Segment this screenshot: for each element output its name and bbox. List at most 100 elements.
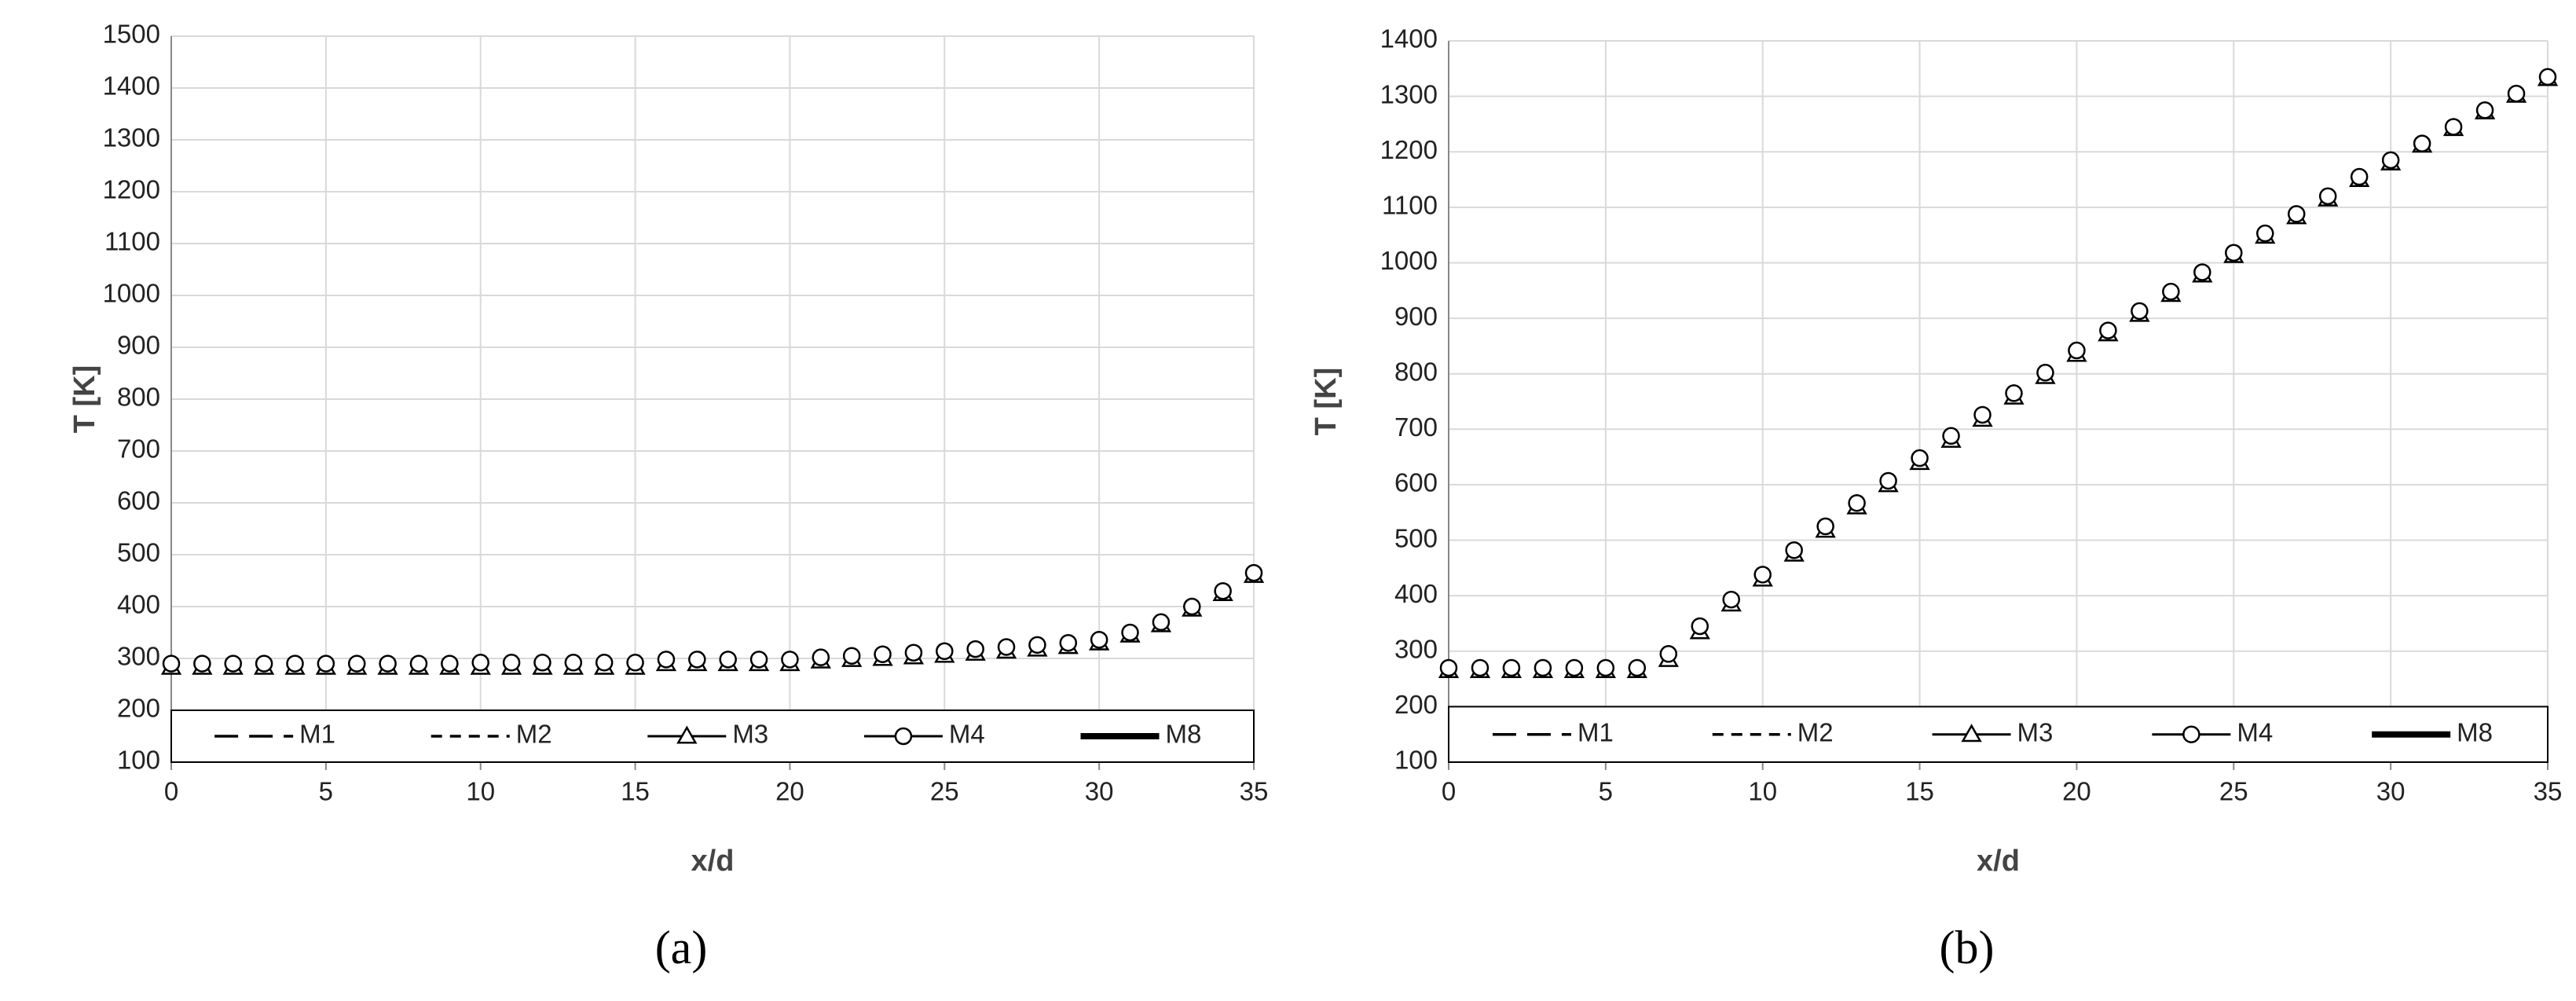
x-tick-label: 5 bbox=[319, 777, 333, 806]
marker bbox=[997, 638, 1016, 656]
marker bbox=[286, 654, 304, 673]
marker bbox=[1722, 590, 1740, 609]
y-tick-label: 600 bbox=[117, 486, 160, 515]
legend-marker bbox=[676, 725, 698, 744]
y-tick-label: 800 bbox=[1394, 357, 1438, 386]
x-tick-label: 20 bbox=[2062, 777, 2091, 806]
marker bbox=[812, 648, 830, 666]
marker bbox=[874, 645, 892, 663]
legend-label: M1 bbox=[299, 720, 335, 749]
legend-label: M4 bbox=[949, 720, 985, 749]
legend-label: M2 bbox=[1797, 717, 1834, 746]
marker bbox=[193, 654, 211, 673]
marker bbox=[441, 654, 459, 673]
legend-label: M4 bbox=[2237, 717, 2273, 746]
marker bbox=[1502, 658, 1521, 677]
x-tick-label: 25 bbox=[930, 777, 959, 806]
y-tick-label: 1200 bbox=[1380, 135, 1438, 164]
y-axis-title: T [K] bbox=[1310, 368, 1343, 436]
x-tick-label: 15 bbox=[621, 777, 650, 806]
y-tick-label: 1300 bbox=[1380, 79, 1438, 108]
marker bbox=[409, 654, 428, 673]
marker bbox=[1659, 645, 1678, 663]
marker bbox=[2444, 118, 2463, 136]
marker bbox=[1785, 541, 1803, 559]
x-tick-label: 10 bbox=[466, 777, 495, 806]
x-tick-label: 30 bbox=[2376, 777, 2406, 806]
caption: (b) bbox=[1940, 922, 1995, 974]
y-tick-label: 500 bbox=[117, 538, 160, 567]
y-tick-label: 1400 bbox=[1380, 24, 1438, 53]
marker bbox=[842, 647, 861, 665]
y-tick-label: 1300 bbox=[103, 123, 160, 152]
y-tick-label: 900 bbox=[1394, 302, 1438, 331]
marker bbox=[1439, 658, 1458, 677]
marker bbox=[471, 654, 489, 672]
marker bbox=[1942, 427, 1960, 446]
marker bbox=[564, 654, 583, 672]
x-tick-label: 5 bbox=[1599, 777, 1613, 806]
y-tick-label: 1100 bbox=[1382, 191, 1438, 220]
marker bbox=[1183, 597, 1201, 616]
y-tick-label: 600 bbox=[1394, 468, 1438, 497]
marker bbox=[749, 651, 768, 669]
marker bbox=[2287, 205, 2306, 223]
y-tick-label: 1500 bbox=[103, 20, 160, 49]
y-tick-label: 1000 bbox=[1380, 246, 1438, 275]
y-tick-label: 700 bbox=[1394, 412, 1438, 442]
legend-marker bbox=[1961, 724, 1982, 742]
marker bbox=[1471, 658, 1490, 677]
marker bbox=[2036, 364, 2054, 382]
marker bbox=[781, 651, 799, 669]
x-tick-label: 25 bbox=[2219, 777, 2248, 806]
marker bbox=[966, 640, 984, 658]
x-tick-label: 20 bbox=[775, 777, 804, 806]
marker bbox=[2507, 84, 2526, 103]
y-tick-label: 1200 bbox=[103, 175, 160, 204]
marker bbox=[1565, 658, 1584, 677]
y-tick-label: 300 bbox=[1394, 634, 1438, 663]
marker bbox=[2162, 282, 2180, 301]
marker bbox=[688, 651, 706, 669]
marker bbox=[2099, 321, 2117, 339]
y-tick-label: 100 bbox=[117, 746, 160, 775]
marker bbox=[1973, 405, 1992, 424]
caption: (a) bbox=[655, 922, 708, 974]
marker bbox=[2005, 384, 2023, 402]
legend-marker bbox=[894, 727, 913, 746]
marker bbox=[2068, 341, 2086, 360]
marker bbox=[1848, 493, 1866, 512]
y-tick-label: 200 bbox=[1394, 690, 1438, 719]
chart: 1002003004005006007008009001000110012001… bbox=[68, 20, 1268, 974]
marker bbox=[1121, 623, 1139, 642]
marker bbox=[1214, 581, 1232, 600]
x-tick-label: 30 bbox=[1085, 777, 1114, 806]
marker bbox=[1628, 658, 1647, 677]
marker bbox=[936, 642, 954, 661]
marker bbox=[904, 644, 923, 662]
marker bbox=[347, 654, 366, 673]
marker bbox=[2475, 101, 2494, 119]
x-tick-label: 0 bbox=[164, 777, 178, 806]
x-tick-label: 35 bbox=[2534, 777, 2563, 806]
marker bbox=[379, 654, 397, 673]
marker bbox=[1028, 636, 1046, 654]
marker bbox=[1534, 658, 1552, 677]
y-tick-label: 300 bbox=[117, 642, 160, 671]
y-tick-label: 500 bbox=[1394, 523, 1438, 552]
y-tick-label: 1000 bbox=[103, 279, 160, 308]
marker bbox=[2381, 151, 2400, 170]
marker bbox=[317, 654, 335, 673]
marker bbox=[1911, 449, 1929, 468]
marker bbox=[626, 654, 644, 672]
marker bbox=[2318, 187, 2337, 205]
marker bbox=[1816, 517, 1834, 536]
legend-label: M1 bbox=[1577, 717, 1614, 746]
y-axis-title: T [K] bbox=[68, 365, 101, 434]
y-tick-label: 700 bbox=[117, 434, 160, 464]
legend-label: M3 bbox=[732, 720, 768, 749]
legend bbox=[1448, 706, 2549, 764]
x-tick-label: 0 bbox=[1442, 777, 1456, 806]
legend-label: M8 bbox=[2457, 717, 2493, 746]
